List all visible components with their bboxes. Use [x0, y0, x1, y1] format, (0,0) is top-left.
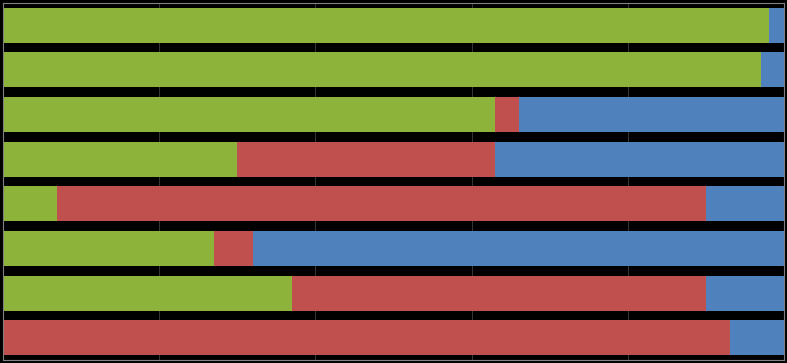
- Bar: [706, 276, 784, 311]
- Bar: [3, 8, 769, 42]
- Bar: [3, 142, 237, 176]
- Bar: [706, 187, 784, 221]
- Bar: [3, 321, 730, 355]
- Bar: [495, 142, 784, 176]
- Bar: [3, 52, 761, 87]
- Bar: [3, 231, 214, 266]
- Bar: [495, 97, 519, 132]
- Bar: [730, 321, 784, 355]
- Bar: [761, 52, 784, 87]
- Bar: [237, 142, 495, 176]
- Bar: [253, 231, 784, 266]
- Bar: [519, 97, 784, 132]
- Bar: [769, 8, 784, 42]
- Bar: [57, 187, 706, 221]
- Bar: [3, 276, 292, 311]
- Bar: [214, 231, 253, 266]
- Bar: [292, 276, 706, 311]
- Bar: [3, 187, 57, 221]
- Bar: [3, 97, 495, 132]
